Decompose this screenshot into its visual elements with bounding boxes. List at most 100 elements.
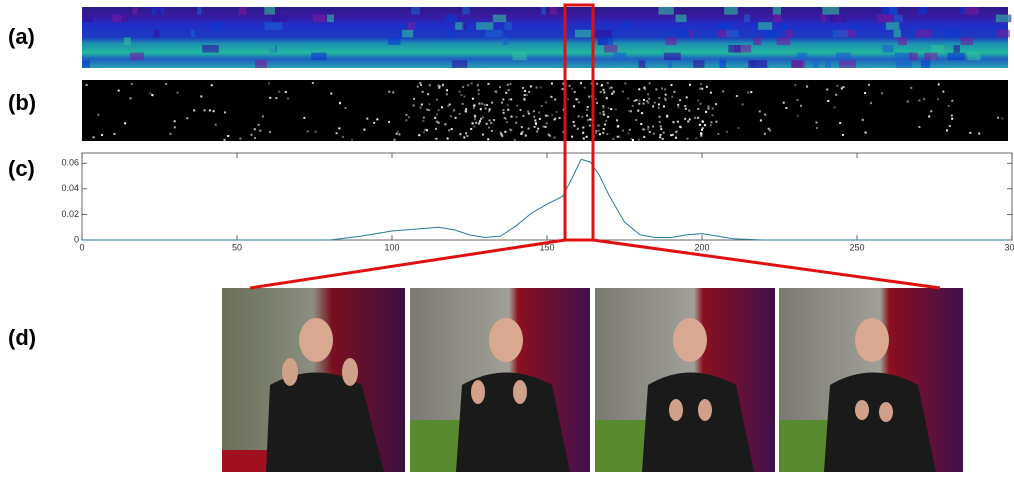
texture xyxy=(630,110,632,112)
texture xyxy=(435,138,437,140)
texture xyxy=(254,137,256,139)
texture xyxy=(509,83,511,85)
texture xyxy=(773,15,782,23)
texture xyxy=(573,125,575,127)
texture xyxy=(700,83,702,85)
texture xyxy=(918,126,920,128)
texture xyxy=(528,128,530,130)
texture xyxy=(426,129,428,131)
texture xyxy=(174,126,176,128)
texture xyxy=(154,30,160,38)
texture xyxy=(441,106,443,108)
texture xyxy=(507,104,509,106)
texture xyxy=(946,129,948,131)
texture xyxy=(969,132,971,134)
texture xyxy=(750,91,752,93)
texture xyxy=(152,94,154,96)
texture xyxy=(628,132,630,134)
texture xyxy=(522,131,524,133)
texture xyxy=(697,108,699,110)
frame xyxy=(595,288,775,472)
texture xyxy=(311,53,326,61)
texture xyxy=(209,109,211,111)
texture xyxy=(660,125,662,127)
texture xyxy=(613,91,615,93)
texture xyxy=(622,91,624,93)
texture xyxy=(551,114,553,116)
texture xyxy=(496,91,498,93)
texture xyxy=(797,115,799,117)
texture xyxy=(450,115,452,117)
texture xyxy=(760,119,762,121)
texture xyxy=(964,7,979,15)
panel-label: (c) xyxy=(8,156,35,181)
texture xyxy=(967,53,980,61)
texture xyxy=(637,110,639,112)
texture xyxy=(366,118,368,120)
texture xyxy=(438,109,440,111)
texture xyxy=(951,100,953,102)
texture xyxy=(417,86,419,88)
texture xyxy=(603,114,605,116)
texture xyxy=(515,122,517,124)
texture xyxy=(535,123,537,125)
texture xyxy=(607,116,609,118)
texture xyxy=(394,139,396,141)
texture xyxy=(538,111,540,113)
texture xyxy=(673,91,675,93)
texture xyxy=(768,128,770,130)
texture xyxy=(388,37,401,45)
texture xyxy=(392,91,394,93)
texture xyxy=(460,94,462,96)
texture xyxy=(478,103,480,105)
texture xyxy=(684,118,686,120)
texture xyxy=(567,98,569,100)
texture xyxy=(86,84,88,86)
texture xyxy=(223,139,225,141)
texture xyxy=(502,109,504,111)
texture xyxy=(643,103,645,105)
texture xyxy=(444,123,446,125)
texture xyxy=(580,82,582,84)
texture xyxy=(820,15,825,23)
texture xyxy=(556,111,558,113)
texture xyxy=(118,90,120,92)
texture xyxy=(522,87,524,89)
texture xyxy=(413,98,415,100)
texture xyxy=(675,137,677,139)
texture xyxy=(202,45,219,53)
texture xyxy=(578,101,580,103)
texture xyxy=(485,107,487,109)
texture xyxy=(541,105,543,107)
texture xyxy=(839,122,841,124)
texture xyxy=(640,123,642,125)
texture xyxy=(537,128,539,130)
texture xyxy=(447,30,452,38)
texture xyxy=(839,60,856,68)
texture xyxy=(617,126,619,128)
texture xyxy=(442,85,444,87)
texture xyxy=(420,84,422,86)
texture xyxy=(672,134,674,136)
texture xyxy=(562,88,564,90)
texture xyxy=(472,122,474,124)
texture xyxy=(598,124,600,126)
texture xyxy=(631,138,633,140)
texture xyxy=(448,129,450,131)
texture xyxy=(268,45,275,53)
texture xyxy=(665,94,667,96)
texture xyxy=(462,86,464,88)
texture xyxy=(603,111,605,113)
texture xyxy=(764,114,766,116)
texture xyxy=(338,127,340,129)
texture xyxy=(1001,117,1003,119)
texture xyxy=(408,116,410,118)
texture xyxy=(921,60,930,68)
line-chart: 05010015020025030000.020.040.06 xyxy=(61,153,1014,252)
texture xyxy=(710,124,712,126)
texture xyxy=(670,84,672,86)
texture xyxy=(239,138,241,140)
texture xyxy=(165,83,167,85)
texture xyxy=(533,116,535,118)
texture xyxy=(388,91,390,93)
